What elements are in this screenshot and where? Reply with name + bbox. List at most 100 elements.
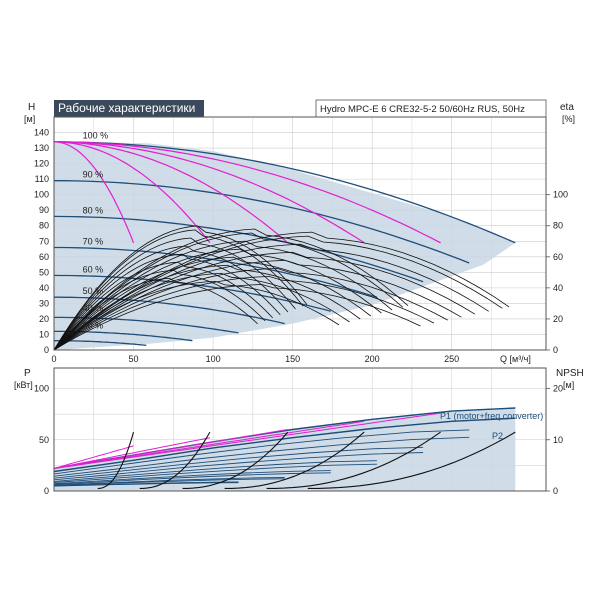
p2-speed-curve (53, 482, 239, 487)
power-plot-frame (53, 367, 547, 492)
eta-curve (53, 259, 462, 351)
chart-title: Рабочие характеристики (58, 101, 195, 115)
flow-x-tick-label: 100 (206, 354, 221, 364)
speed-curve-90 (54, 180, 470, 264)
pump-count-curve-5 (54, 141, 441, 244)
p1-speed-curve (53, 446, 424, 479)
eta-curve (53, 231, 510, 351)
head-envelope (54, 141, 516, 350)
pump-count-curve-4 (54, 141, 365, 244)
head-x-ticks: 0 50 100 150 200 250 (51, 354, 459, 364)
npsh-curve (97, 431, 135, 489)
head-y-tick-label: 50 (39, 267, 49, 277)
npsh-curves (97, 431, 516, 489)
head-title-box (54, 100, 204, 117)
flow-axis-label: Q [м³/ч] (500, 354, 531, 364)
head-y-tick-label: 100 (34, 190, 49, 200)
speed-label: 90 % (83, 170, 104, 180)
npsh-curve (307, 431, 516, 489)
head-eta-curves (53, 225, 510, 351)
flow-x-tick-label: 150 (285, 354, 300, 364)
pump-count-curve-3 (54, 141, 289, 244)
eta-axis-label: eta (560, 102, 574, 113)
eta-curve (53, 251, 476, 351)
eta-curve (53, 225, 308, 351)
eta-curve (53, 261, 273, 351)
eta-curve (53, 267, 448, 351)
p2-speed-curve (53, 478, 285, 486)
eta-curve (53, 276, 435, 351)
speed-curve-80 (53, 215, 424, 283)
head-y-tick-label: 70 (39, 236, 49, 246)
flow-x-tick-label: 0 (51, 354, 56, 364)
head-y-tick-label: 20 (39, 314, 49, 324)
p2-speed-curve (53, 417, 516, 472)
power-panel: P [кВт] NPSH [м] 0 50 100 0 10 20 P1 (motor+… (14, 367, 584, 497)
head-y-tick-label: 120 (34, 159, 49, 169)
npsh-axis-unit: [м] (563, 380, 574, 390)
p1-speed-curve (53, 477, 285, 486)
eta-y-tick-label: 0 (553, 345, 558, 355)
head-y2-ticks: 0 20 40 60 80 100 (546, 190, 568, 355)
eta-y-tick-label: 80 (553, 221, 563, 231)
legend-p1: P1 (motor+freq.converter) (440, 411, 543, 421)
head-y-tick-label: 130 (34, 143, 49, 153)
npsh-curve (139, 431, 211, 489)
eta-y-tick-label: 40 (553, 283, 563, 293)
speed-label: 30 % (83, 320, 104, 330)
head-y-tick-label: 110 (35, 174, 49, 184)
p1-speed-curve (53, 429, 470, 475)
eta-curve (53, 284, 421, 351)
eta-curve (53, 228, 409, 351)
p2-speed-curve (53, 472, 331, 485)
eta-curve (53, 243, 489, 351)
power-axis-unit: [кВт] (14, 380, 33, 390)
head-y-tick-label: 10 (39, 329, 49, 339)
speed-curve-100 (54, 141, 516, 244)
speed-curve-60 (53, 274, 331, 312)
head-y-tick-label: 30 (39, 298, 49, 308)
head-y-tick-label: 40 (39, 283, 49, 293)
speed-label: 50 % (83, 286, 104, 296)
npsh-curve (224, 431, 365, 489)
npsh-curve (182, 431, 289, 489)
head-axis-unit: [м] (24, 114, 35, 124)
npsh-curve (266, 431, 441, 489)
speed-label: 100 % (83, 131, 109, 141)
eta-curve (53, 245, 289, 351)
npsh-y-tick-label: 0 (553, 486, 558, 496)
power-axis-label: P (24, 368, 31, 379)
power-y2-ticks: 0 10 20 (546, 384, 563, 496)
head-y-ticks: 0 10 20 30 40 50 60 70 80 90 100 110 120 130 140 (34, 128, 49, 355)
pump-count-curve-2 (54, 141, 211, 244)
model-label: Hydro MPC-E 6 CRE32-5-2 50/60Hz RUS, 50H… (320, 104, 525, 115)
eta-axis-unit: [%] (562, 114, 575, 124)
head-operating-envelope (54, 141, 516, 350)
eta-curve (53, 240, 393, 351)
pump-count-curve-1 (54, 141, 135, 244)
flow-x-tick-label: 50 (129, 354, 139, 364)
speed-label: 80 % (83, 205, 104, 215)
pump-count-power-curve (53, 429, 288, 469)
head-panel: Рабочие характеристики Hydro MPC-E 6 CRE… (24, 99, 575, 364)
speed-label: 40 % (83, 303, 104, 313)
eta-y-tick-label: 60 (553, 252, 563, 262)
power-operating-envelope (54, 407, 516, 491)
p1-speed-curve (53, 460, 377, 482)
eta-curve (53, 229, 304, 351)
power-y-tick-label: 0 (44, 486, 49, 496)
flow-x-tick-label: 250 (444, 354, 459, 364)
eta-curve (53, 248, 382, 351)
power-y-ticks: 0 50 100 (34, 384, 49, 497)
head-y-tick-label: 80 (39, 221, 49, 231)
flow-x-tick-label: 200 (365, 354, 380, 364)
power-envelope (54, 407, 516, 491)
legend-p2: P2 (492, 431, 503, 441)
speed-label: 60 % (83, 264, 104, 274)
pump-count-power-curve (53, 412, 441, 469)
npsh-y-tick-label: 20 (553, 384, 563, 394)
head-axis-label: H (28, 102, 35, 113)
npsh-y-tick-label: 10 (553, 435, 563, 445)
pump-count-power-curve (53, 437, 210, 469)
